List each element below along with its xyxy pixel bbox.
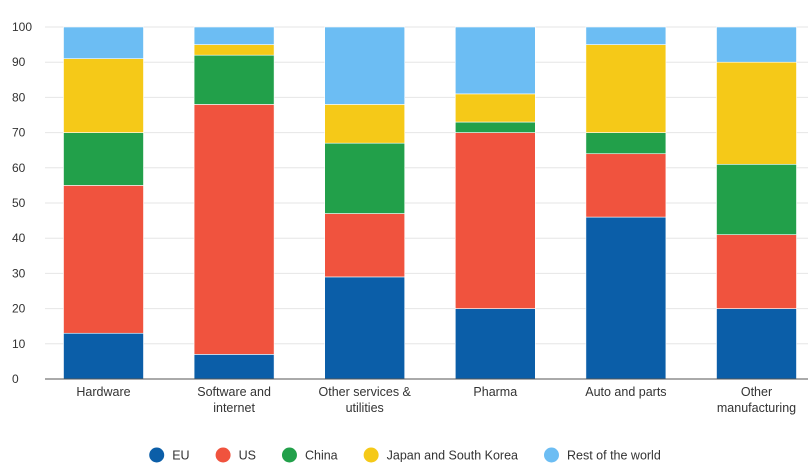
bar-segment-rest-of-the-world bbox=[454, 26, 536, 95]
legend-label: China bbox=[305, 449, 338, 463]
bar-segment-eu bbox=[454, 308, 536, 380]
bars bbox=[63, 26, 797, 380]
y-tick-label: 0 bbox=[12, 372, 19, 386]
bar-segment-china bbox=[324, 142, 406, 214]
x-tick-label: Other bbox=[741, 385, 772, 399]
bar-segment-eu bbox=[193, 354, 275, 380]
x-axis: Hardware Software and internet Other servic… bbox=[76, 385, 796, 415]
y-tick-label: 80 bbox=[12, 90, 26, 104]
x-tick-label: Pharma bbox=[473, 385, 517, 399]
y-axis: 0 10 20 30 40 50 60 70 80 90 100 bbox=[12, 20, 32, 386]
y-tick-label: 50 bbox=[12, 196, 26, 210]
bar-segment-china bbox=[454, 121, 536, 133]
bar-segment-rest-of-the-world bbox=[585, 26, 667, 45]
legend-item: China bbox=[281, 447, 338, 463]
x-tick-label: Other services & bbox=[319, 385, 412, 399]
legend-item: Japan and South Korea bbox=[363, 447, 518, 463]
bar-segment-eu bbox=[716, 308, 797, 380]
bar-segment-eu bbox=[585, 216, 667, 380]
legend: EU US China Japan and South Korea Rest of th… bbox=[149, 447, 661, 463]
y-tick-label: 20 bbox=[12, 302, 26, 316]
y-tick-label: 30 bbox=[12, 266, 26, 280]
legend-swatch bbox=[149, 447, 165, 463]
bar-segment-japan-and-south-korea bbox=[193, 44, 275, 56]
bar-segment-us bbox=[585, 153, 667, 218]
bar-segment-rest-of-the-world bbox=[63, 26, 144, 59]
x-tick-label: internet bbox=[213, 401, 255, 415]
legend-swatch bbox=[281, 447, 297, 463]
bar-segment-rest-of-the-world bbox=[193, 26, 275, 45]
bar-segment-china bbox=[716, 163, 797, 235]
bar-segment-rest-of-the-world bbox=[716, 26, 797, 63]
legend-item: Rest of the world bbox=[543, 447, 661, 463]
x-tick-label: Software and bbox=[197, 385, 271, 399]
bar-segment-us bbox=[63, 185, 144, 334]
bar-segment-us bbox=[193, 104, 275, 355]
bar-segment-rest-of-the-world bbox=[324, 26, 406, 105]
legend-label: Japan and South Korea bbox=[387, 449, 518, 463]
x-tick-label: Hardware bbox=[76, 385, 130, 399]
bar-segment-japan-and-south-korea bbox=[585, 44, 667, 133]
bar-segment-us bbox=[324, 213, 406, 278]
legend-swatch bbox=[543, 447, 559, 463]
bar-segment-us bbox=[454, 132, 536, 309]
y-tick-label: 40 bbox=[12, 231, 26, 245]
x-tick-label: utilities bbox=[346, 401, 384, 415]
bar-segment-japan-and-south-korea bbox=[716, 61, 797, 165]
bar-segment-china bbox=[63, 132, 144, 186]
legend-label: US bbox=[239, 449, 256, 463]
x-tick-label: Auto and parts bbox=[585, 385, 666, 399]
legend-swatch bbox=[215, 447, 231, 463]
bar-segment-china bbox=[193, 54, 275, 105]
y-tick-label: 70 bbox=[12, 126, 26, 140]
legend-item: US bbox=[215, 447, 256, 463]
legend-swatch bbox=[363, 447, 379, 463]
y-tick-label: 60 bbox=[12, 161, 26, 175]
legend-item: EU bbox=[149, 447, 190, 463]
bar-segment-eu bbox=[63, 332, 144, 380]
bar-segment-us bbox=[716, 234, 797, 309]
bar-segment-japan-and-south-korea bbox=[324, 104, 406, 144]
bar-segment-china bbox=[585, 132, 667, 155]
x-tick-label: manufacturing bbox=[717, 401, 796, 415]
legend-label: EU bbox=[172, 449, 189, 463]
gridlines bbox=[45, 26, 808, 345]
legend-label: Rest of the world bbox=[567, 449, 661, 463]
bar-segment-eu bbox=[324, 276, 406, 380]
y-tick-label: 90 bbox=[12, 55, 26, 69]
bar-segment-japan-and-south-korea bbox=[454, 93, 536, 123]
y-tick-label: 10 bbox=[12, 337, 26, 351]
y-tick-label: 100 bbox=[12, 20, 32, 34]
bar-segment-japan-and-south-korea bbox=[63, 58, 144, 133]
